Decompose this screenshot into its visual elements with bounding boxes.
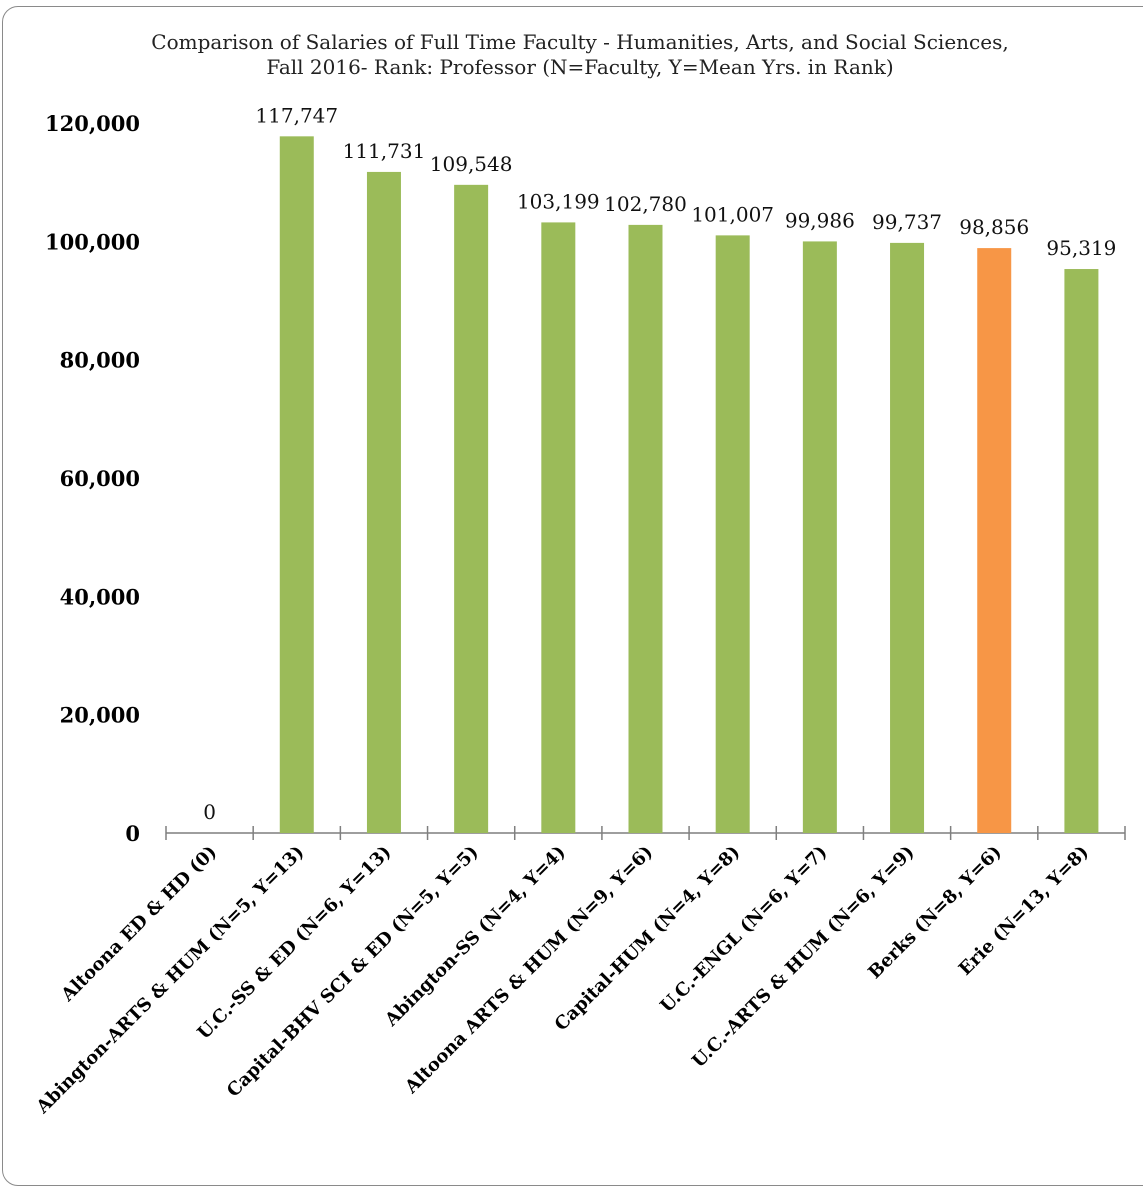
y-tick-label: 100,000 [45, 229, 140, 254]
bar [890, 242, 925, 834]
x-tick-label: U.C.-SS & ED (N=6, Y=13) [194, 842, 396, 1044]
data-label: 95,319 [1046, 236, 1116, 260]
y-tick-label: 20,000 [60, 703, 140, 728]
data-label: 111,731 [343, 139, 426, 163]
x-tick-label: Capital-HUM (N=4, Y=8) [551, 842, 745, 1036]
bar [454, 184, 489, 833]
data-label: 109,548 [430, 152, 513, 176]
y-tick-label: 0 [125, 821, 140, 846]
data-label: 0 [203, 800, 216, 824]
chart-title: Comparison of Salaries of Full Time Facu… [151, 30, 1009, 79]
y-tick-label: 60,000 [60, 466, 140, 491]
bar [715, 235, 750, 833]
data-label: 99,737 [872, 210, 942, 234]
data-label: 117,747 [255, 103, 338, 127]
data-label: 99,986 [785, 208, 855, 232]
bar [802, 241, 837, 834]
data-label: 98,856 [959, 215, 1029, 239]
bar [628, 224, 663, 833]
x-tick-label: U.C.-ENGL (N=6, Y=7) [656, 842, 831, 1017]
bar [1064, 269, 1099, 833]
data-label: 103,199 [517, 189, 600, 213]
y-tick-label: 80,000 [60, 348, 140, 373]
bar [541, 222, 576, 834]
bar [279, 136, 314, 833]
x-tick-label: Altoona ED & HD (0) [57, 842, 222, 1007]
data-label: 101,007 [691, 202, 774, 226]
x-tick-label: Abington-SS (N=4, Y=4) [380, 842, 569, 1031]
data-label: 102,780 [604, 192, 687, 216]
y-tick-label: 40,000 [60, 584, 140, 609]
bar [366, 171, 401, 833]
y-tick-label: 120,000 [45, 111, 140, 136]
bar [977, 248, 1012, 834]
